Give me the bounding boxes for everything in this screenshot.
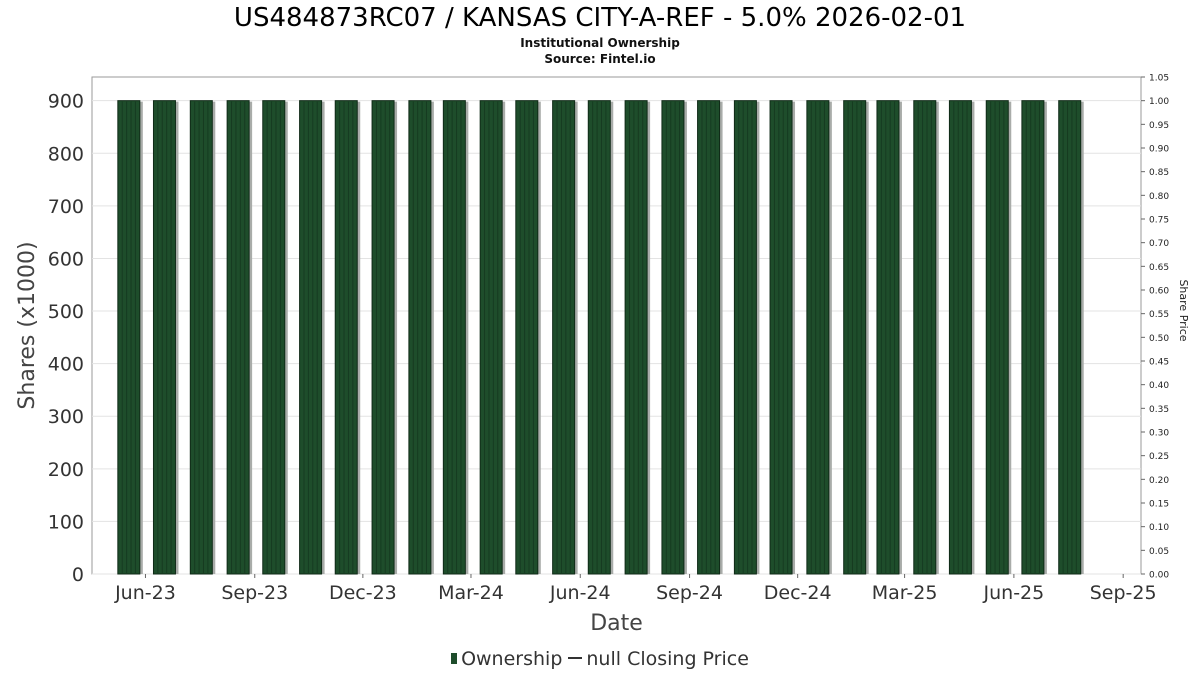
x-tick-label: Sep-23 (221, 582, 288, 604)
y2-tick-label: 0.80 (1149, 192, 1169, 202)
y2-axis-title: Share Price (1177, 279, 1190, 341)
y-tick-label: 300 (48, 406, 84, 428)
price-legend-line (568, 657, 583, 659)
ownership-bar (442, 100, 466, 575)
y-tick-label: 100 (48, 511, 84, 533)
ownership-bar (587, 100, 611, 575)
ownership-bar (117, 100, 141, 575)
ownership-bar (226, 100, 250, 575)
ownership-bar (769, 100, 793, 575)
ownership-legend-label: Ownership (461, 648, 563, 670)
ownership-bar (371, 100, 395, 575)
y2-tick-label: 0.70 (1149, 239, 1169, 249)
ownership-bar (985, 100, 1009, 575)
ownership-bar (334, 100, 358, 575)
y-tick-label: 0 (72, 564, 84, 586)
ownership-bar (806, 100, 830, 575)
x-axis-title: Date (590, 611, 643, 636)
ownership-bar (661, 100, 685, 575)
y2-tick-label: 0.25 (1149, 452, 1169, 462)
y2-tick-label: 0.30 (1149, 429, 1169, 439)
price-legend-label: null Closing Price (586, 648, 749, 670)
ownership-bar (1021, 100, 1045, 575)
ownership-bar (733, 100, 757, 575)
y2-tick-label: 0.75 (1149, 216, 1169, 226)
ownership-bar (299, 100, 323, 575)
ownership-bar (913, 100, 937, 575)
y2-tick-label: 0.60 (1149, 287, 1169, 297)
ownership-bar (479, 100, 503, 575)
y2-tick-label: 0.50 (1149, 334, 1169, 344)
ownership-bar (843, 100, 867, 575)
y2-tick-label: 0.95 (1149, 121, 1169, 131)
ownership-bar (1058, 100, 1082, 575)
y2-tick-label: 0.65 (1149, 263, 1169, 273)
y-axis-title: Shares (x1000) (15, 241, 40, 409)
ownership-bar (876, 100, 900, 575)
y2-tick-label: 0.35 (1149, 405, 1169, 415)
ownership-bar (697, 100, 721, 575)
x-tick-label: Mar-24 (438, 582, 504, 604)
ownership-legend-swatch (451, 653, 458, 664)
y2-tick-label: 0.45 (1149, 358, 1169, 368)
y2-tick-label: 0.20 (1149, 476, 1169, 486)
y2-tick-label: 0.15 (1149, 500, 1169, 510)
ownership-bar (624, 100, 648, 575)
y2-tick-label: 1.00 (1149, 97, 1169, 107)
y2-tick-label: 0.00 (1149, 571, 1169, 581)
y-tick-label: 600 (48, 248, 84, 270)
y2-tick-label: 0.55 (1149, 310, 1169, 320)
x-tick-label: Dec-23 (329, 582, 397, 604)
chart-subtitle: Institutional Ownership (520, 36, 680, 50)
y-tick-label: 700 (48, 196, 84, 218)
x-tick-label: Jun-25 (983, 582, 1045, 604)
x-tick-label: Sep-25 (1090, 582, 1157, 604)
ownership-bar (515, 100, 539, 575)
y2-tick-label: 0.40 (1149, 381, 1169, 391)
y-tick-label: 900 (48, 91, 84, 113)
ownership-bar (262, 100, 286, 575)
y2-tick-label: 0.10 (1149, 523, 1169, 533)
x-tick-label: Dec-24 (764, 582, 832, 604)
ownership-bar (948, 100, 972, 575)
chart-legend: Ownership null Closing Price (0, 648, 1200, 670)
y-tick-label: 500 (48, 301, 84, 323)
x-tick-label: Jun-23 (114, 582, 176, 604)
ownership-bar (408, 100, 432, 575)
y-tick-label: 400 (48, 354, 84, 376)
x-tick-label: Jun-24 (549, 582, 611, 604)
chart-title: US484873RC07 / KANSAS CITY-A-REF - 5.0% … (233, 3, 967, 33)
y2-tick-label: 1.05 (1149, 74, 1169, 84)
x-tick-label: Sep-24 (656, 582, 723, 604)
ownership-bar (552, 100, 576, 575)
ownership-bar (152, 100, 176, 575)
y2-tick-label: 0.90 (1149, 145, 1169, 155)
y2-tick-label: 0.05 (1149, 547, 1169, 557)
x-tick-label: Mar-25 (872, 582, 938, 604)
ownership-bar (189, 100, 213, 575)
chart-source: Source: Fintel.io (544, 52, 656, 66)
y-tick-label: 800 (48, 143, 84, 165)
y-tick-label: 200 (48, 459, 84, 481)
y2-tick-label: 0.85 (1149, 168, 1169, 178)
